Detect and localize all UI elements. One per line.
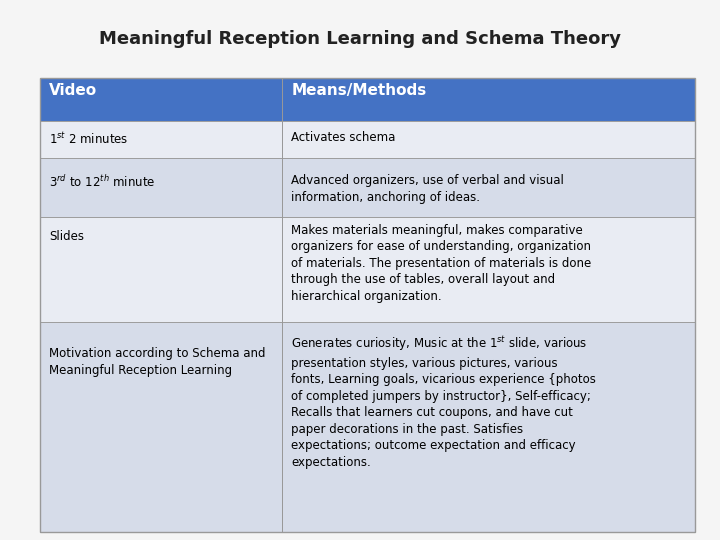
Text: Makes materials meaningful, makes comparative
organizers for ease of understandi: Makes materials meaningful, makes compar… — [292, 224, 592, 302]
Text: Advanced organizers, use of verbal and visual
information, anchoring of ideas.: Advanced organizers, use of verbal and v… — [292, 174, 564, 204]
Text: 1$^{st}$ 2 minutes: 1$^{st}$ 2 minutes — [49, 131, 128, 147]
Bar — [40, 217, 282, 322]
Bar — [40, 78, 695, 121]
Bar — [40, 121, 282, 158]
Text: Motivation according to Schema and
Meaningful Reception Learning: Motivation according to Schema and Meani… — [49, 347, 266, 377]
Text: Means/Methods: Means/Methods — [292, 83, 427, 98]
Bar — [40, 322, 282, 532]
Bar — [282, 121, 695, 158]
Text: Video: Video — [49, 83, 97, 98]
Text: Meaningful Reception Learning and Schema Theory: Meaningful Reception Learning and Schema… — [99, 30, 621, 48]
Text: Activates schema: Activates schema — [292, 131, 396, 144]
Text: Generates curiosity, Music at the 1$^{st}$ slide, various
presentation styles, v: Generates curiosity, Music at the 1$^{st… — [292, 335, 596, 469]
Text: 3$^{rd}$ to 12$^{th}$ minute: 3$^{rd}$ to 12$^{th}$ minute — [49, 174, 156, 190]
Bar — [282, 322, 695, 532]
Bar — [282, 217, 695, 322]
Text: Slides: Slides — [49, 230, 84, 243]
Bar — [282, 158, 695, 217]
Bar — [40, 78, 695, 532]
Bar — [40, 158, 282, 217]
